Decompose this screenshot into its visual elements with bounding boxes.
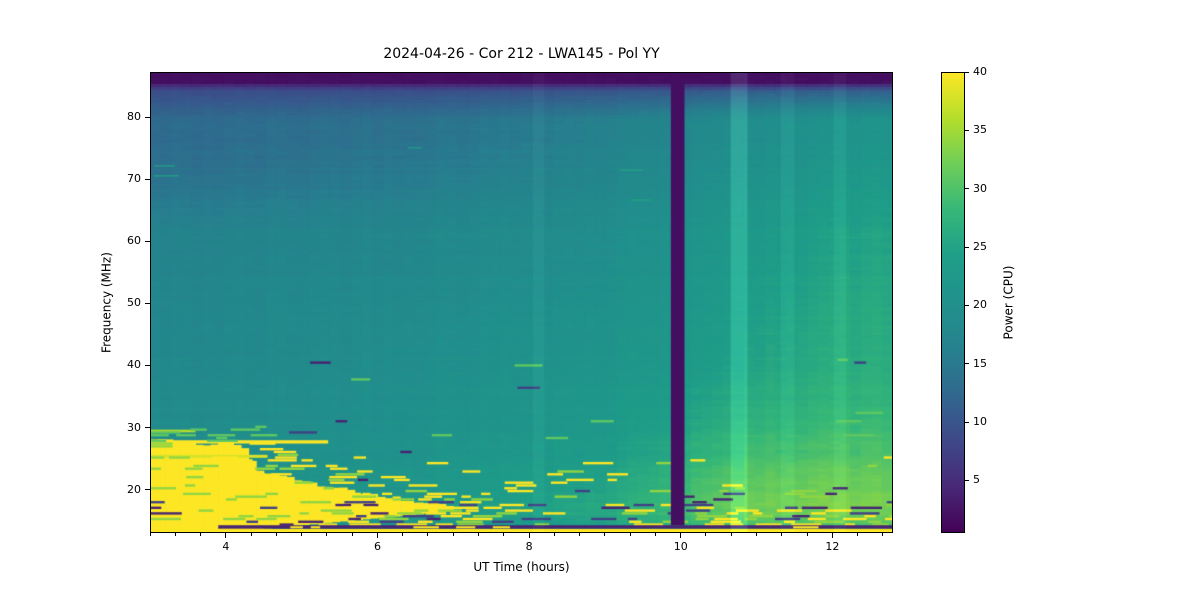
- x-minor-tick: [579, 533, 581, 536]
- y-tick-label: 30: [127, 420, 141, 434]
- y-axis-label: Frequency (MHz): [99, 252, 114, 353]
- y-tick-label: 40: [127, 358, 141, 372]
- colorbar-tick-label: 40: [973, 65, 987, 78]
- y-major-tick: [145, 427, 150, 429]
- x-minor-tick: [275, 533, 277, 536]
- colorbar-tick: [965, 71, 969, 73]
- y-tick-label: 80: [127, 110, 141, 124]
- x-tick-label: 10: [673, 540, 688, 553]
- x-minor-tick: [882, 533, 884, 536]
- x-minor-tick: [200, 533, 202, 536]
- x-minor-tick: [781, 533, 783, 536]
- x-minor-tick: [250, 533, 252, 536]
- colorbar-tick: [965, 246, 969, 248]
- colorbar-tick-label: 10: [973, 415, 987, 429]
- spectrogram-heatmap: [150, 72, 893, 533]
- colorbar-tick: [965, 421, 969, 423]
- x-minor-tick: [427, 533, 429, 536]
- x-minor-tick: [326, 533, 328, 536]
- colorbar-tick-label: 25: [973, 240, 987, 254]
- y-major-tick: [145, 489, 150, 491]
- x-tick-label: 4: [222, 540, 230, 553]
- x-minor-tick: [654, 533, 656, 536]
- colorbar-label: Power (CPU): [1001, 265, 1016, 340]
- x-minor-tick: [174, 533, 176, 536]
- colorbar-tick: [965, 479, 969, 481]
- y-major-tick: [145, 116, 150, 118]
- x-major-tick: [528, 533, 530, 538]
- x-minor-tick: [730, 533, 732, 536]
- y-tick-label: 50: [127, 296, 141, 310]
- x-minor-tick: [857, 533, 859, 536]
- x-major-tick: [225, 533, 227, 538]
- x-major-tick: [376, 533, 378, 538]
- colorbar-tick: [965, 188, 969, 190]
- colorbar-tick-label: 35: [973, 123, 987, 137]
- x-axis-label: UT Time (hours): [473, 560, 570, 574]
- x-minor-tick: [503, 533, 505, 536]
- x-minor-tick: [149, 533, 151, 536]
- x-minor-tick: [604, 533, 606, 536]
- x-minor-tick: [629, 533, 631, 536]
- x-tick-label: 6: [373, 540, 381, 553]
- colorbar-tick-label: 30: [973, 181, 987, 195]
- x-minor-tick: [301, 533, 303, 536]
- x-minor-tick: [553, 533, 555, 536]
- x-minor-tick: [351, 533, 353, 536]
- colorbar-tick-label: 5: [973, 473, 980, 487]
- x-minor-tick: [478, 533, 480, 536]
- x-major-tick: [831, 533, 833, 538]
- colorbar-tick-label: 15: [973, 356, 987, 370]
- colorbar-tick: [965, 363, 969, 365]
- y-major-tick: [145, 302, 150, 304]
- x-major-tick: [680, 533, 682, 538]
- x-minor-tick: [402, 533, 404, 536]
- colorbar-tick-label: 20: [973, 298, 987, 312]
- y-major-tick: [145, 240, 150, 242]
- x-tick-label: 12: [825, 540, 840, 553]
- x-minor-tick: [705, 533, 707, 536]
- colorbar-gradient: [941, 72, 965, 533]
- x-minor-tick: [756, 533, 758, 536]
- y-major-tick: [145, 178, 150, 180]
- y-tick-label: 20: [127, 482, 141, 496]
- colorbar-tick: [965, 304, 969, 306]
- colorbar-tick: [965, 129, 969, 131]
- x-minor-tick: [806, 533, 808, 536]
- y-tick-label: 70: [127, 172, 141, 186]
- chart-title: 2024-04-26 - Cor 212 - LWA145 - Pol YY: [383, 46, 660, 62]
- y-major-tick: [145, 364, 150, 366]
- x-minor-tick: [452, 533, 454, 536]
- y-tick-label: 60: [127, 234, 141, 248]
- x-tick-label: 8: [525, 540, 533, 553]
